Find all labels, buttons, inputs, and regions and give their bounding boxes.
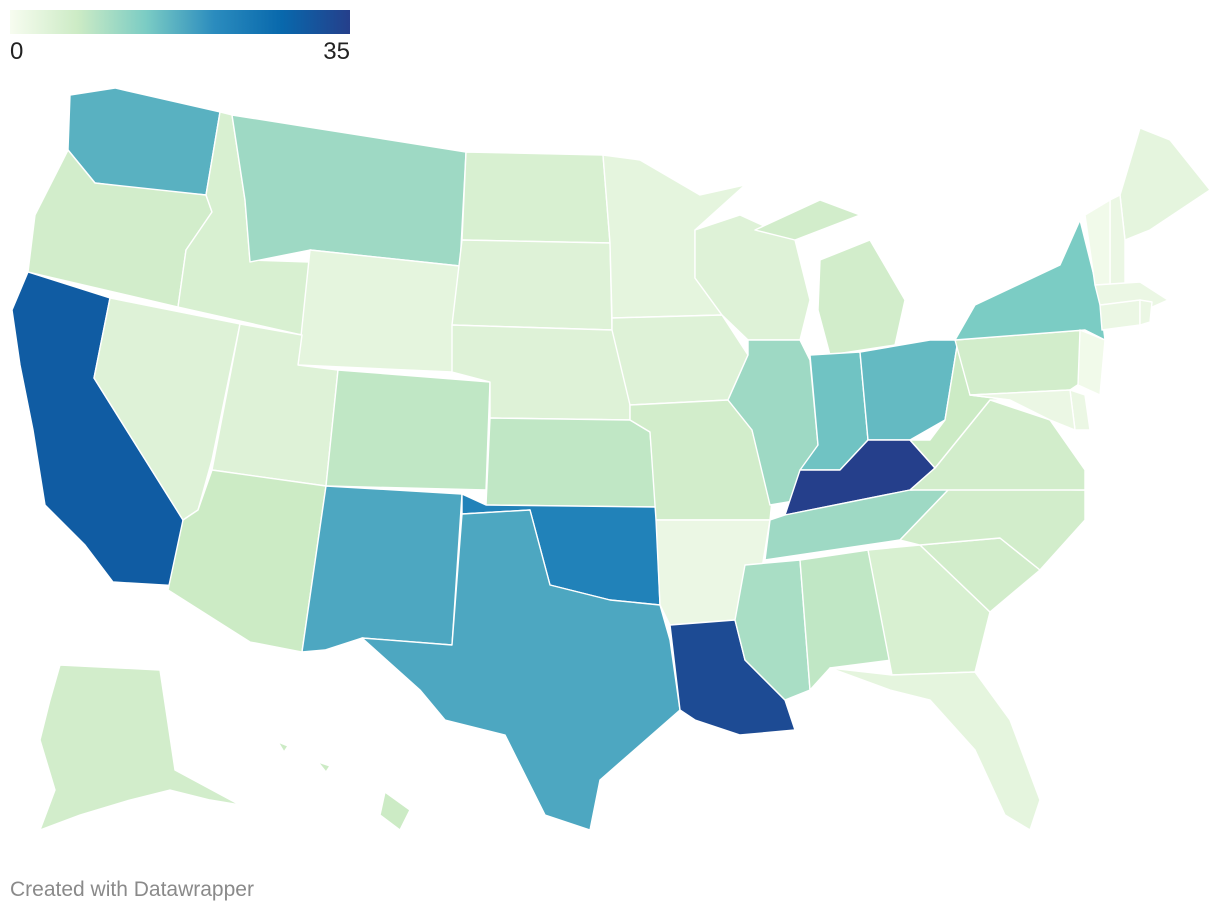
state-ks[interactable] <box>485 417 657 508</box>
state-ny[interactable] <box>954 219 1106 341</box>
state-ga[interactable] <box>867 544 991 676</box>
state-mi[interactable] <box>754 199 906 356</box>
state-co[interactable] <box>325 369 491 491</box>
state-al[interactable] <box>799 549 893 691</box>
state-ia[interactable] <box>611 314 749 406</box>
state-sd[interactable] <box>451 239 613 331</box>
color-legend: 0 35 <box>10 10 350 65</box>
legend-gradient-bar <box>10 10 350 34</box>
state-nj[interactable] <box>1077 329 1106 396</box>
state-md[interactable] <box>969 389 1076 431</box>
state-tx[interactable] <box>361 509 681 831</box>
state-hi[interactable] <box>277 741 411 831</box>
legend-max-label: 35 <box>323 38 350 65</box>
state-ak[interactable] <box>39 664 241 831</box>
state-nd[interactable] <box>461 151 611 244</box>
legend-min-label: 0 <box>10 38 24 65</box>
credit-text: Created with Datawrapper <box>10 878 254 901</box>
state-ri[interactable] <box>1139 299 1153 326</box>
state-fl[interactable] <box>829 667 1041 831</box>
state-il[interactable] <box>727 339 819 506</box>
state-wy[interactable] <box>297 249 461 373</box>
state-nm[interactable] <box>301 485 463 653</box>
state-ct[interactable] <box>1099 299 1141 331</box>
state-me[interactable] <box>1119 127 1211 241</box>
state-mt[interactable] <box>231 114 467 267</box>
